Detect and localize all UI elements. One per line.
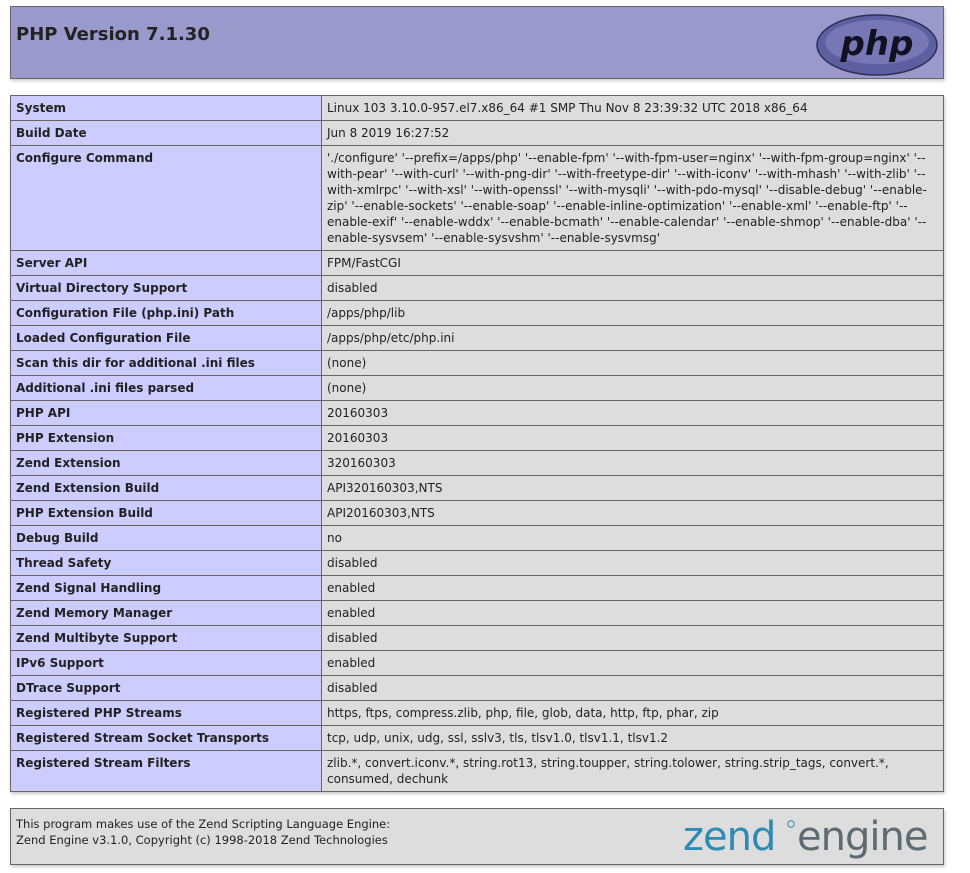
row-label: Registered PHP Streams: [10, 700, 322, 726]
table-row: Registered Stream Socket Transports tcp, …: [10, 725, 944, 751]
row-value: /apps/php/etc/php.ini: [321, 325, 944, 351]
row-value: (none): [321, 375, 944, 401]
row-value: enabled: [321, 600, 944, 626]
row-value: 320160303: [321, 450, 944, 476]
row-label: Build Date: [10, 120, 322, 146]
row-label: Configuration File (php.ini) Path: [10, 300, 322, 326]
row-value: FPM/FastCGI: [321, 250, 944, 276]
info-table: System Linux 103 3.10.0-957.el7.x86_64 #1…: [10, 95, 944, 792]
table-row: Zend Extension Build API320160303,NTS: [10, 475, 944, 501]
page-header: PHP Version 7.1.30 php: [10, 6, 944, 79]
table-row: Configure Command './configure' '--prefix…: [10, 145, 944, 251]
table-row: PHP Extension Build API20160303,NTS: [10, 500, 944, 526]
table-row: PHP API 20160303: [10, 400, 944, 426]
row-value: /apps/php/lib: [321, 300, 944, 326]
row-label: Server API: [10, 250, 322, 276]
table-row: Registered PHP Streams https, ftps, compr…: [10, 700, 944, 726]
php-logo-icon[interactable]: php: [816, 14, 938, 76]
row-value: Linux 103 3.10.0-957.el7.x86_64 #1 SMP T…: [321, 95, 944, 121]
row-label: PHP Extension Build: [10, 500, 322, 526]
row-value: no: [321, 525, 944, 551]
row-label: Registered Stream Filters: [10, 750, 322, 792]
row-value: (none): [321, 350, 944, 376]
table-row: PHP Extension 20160303: [10, 425, 944, 451]
row-value: 20160303: [321, 425, 944, 451]
table-row: Zend Multibyte Support disabled: [10, 625, 944, 651]
table-row: Scan this dir for additional .ini files(…: [10, 350, 944, 376]
row-label: IPv6 Support: [10, 650, 322, 676]
row-label: Zend Memory Manager: [10, 600, 322, 626]
row-label: Debug Build: [10, 525, 322, 551]
row-label: DTrace Support: [10, 675, 322, 701]
table-row: Zend Extension 320160303: [10, 450, 944, 476]
row-value: disabled: [321, 625, 944, 651]
engine-logo-word: engine: [797, 814, 927, 860]
table-row: Registered Stream Filters zlib.*, convert…: [10, 750, 944, 792]
row-label: Virtual Directory Support: [10, 275, 322, 301]
table-row: Additional .ini files parsed (none): [10, 375, 944, 401]
row-value: 20160303: [321, 400, 944, 426]
page-title: PHP Version 7.1.30: [16, 24, 210, 45]
footer-line-2: Zend Engine v3.1.0, Copyright (c) 1998-2…: [16, 833, 388, 847]
footer-text: This program makes use of the Zend Scrip…: [16, 816, 390, 848]
table-row: DTrace Support disabled: [10, 675, 944, 701]
table-row: Zend Memory Manager enabled: [10, 600, 944, 626]
zend-logo-word: zend: [683, 814, 775, 860]
table-row: Virtual Directory Support disabled: [10, 275, 944, 301]
row-value: API20160303,NTS: [321, 500, 944, 526]
row-label: Registered Stream Socket Transports: [10, 725, 322, 751]
row-label: PHP Extension: [10, 425, 322, 451]
phpinfo-page: PHP Version 7.1.30 php System Linux 103 3…: [10, 6, 944, 865]
row-value: disabled: [321, 275, 944, 301]
row-label: Zend Extension Build: [10, 475, 322, 501]
row-label: Thread Safety: [10, 550, 322, 576]
row-label: PHP API: [10, 400, 322, 426]
table-row: Server API FPM/FastCGI: [10, 250, 944, 276]
table-row: Debug Build no: [10, 525, 944, 551]
row-label: Loaded Configuration File: [10, 325, 322, 351]
page-footer: This program makes use of the Zend Scrip…: [10, 808, 944, 865]
row-value: disabled: [321, 550, 944, 576]
zend-engine-logo-icon[interactable]: zend engine: [683, 812, 937, 862]
row-value: https, ftps, compress.zlib, php, file, g…: [321, 700, 944, 726]
row-value: tcp, udp, unix, udg, ssl, sslv3, tls, tl…: [321, 725, 944, 751]
row-value: enabled: [321, 575, 944, 601]
row-label: Scan this dir for additional .ini files: [10, 350, 322, 376]
php-logo-text: php: [840, 24, 914, 64]
row-label: Zend Multibyte Support: [10, 625, 322, 651]
row-value: API320160303,NTS: [321, 475, 944, 501]
row-value: './configure' '--prefix=/apps/php' '--en…: [321, 145, 944, 251]
table-row: Build Date Jun 8 2019 16:27:52: [10, 120, 944, 146]
row-label: Additional .ini files parsed: [10, 375, 322, 401]
row-label: Zend Signal Handling: [10, 575, 322, 601]
table-row: Loaded Configuration File/apps/php/etc/p…: [10, 325, 944, 351]
table-row: Zend Signal Handling enabled: [10, 575, 944, 601]
table-row: IPv6 Support enabled: [10, 650, 944, 676]
row-value: zlib.*, convert.iconv.*, string.rot13, s…: [321, 750, 944, 792]
table-row: System Linux 103 3.10.0-957.el7.x86_64 #1…: [10, 95, 944, 121]
row-value: enabled: [321, 650, 944, 676]
row-label: System: [10, 95, 322, 121]
table-row: Thread Safety disabled: [10, 550, 944, 576]
footer-line-1: This program makes use of the Zend Scrip…: [16, 817, 391, 831]
row-value: disabled: [321, 675, 944, 701]
row-label: Zend Extension: [10, 450, 322, 476]
table-row: Configuration File (php.ini) Path/apps/p…: [10, 300, 944, 326]
row-value: Jun 8 2019 16:27:52: [321, 120, 944, 146]
row-label: Configure Command: [10, 145, 322, 251]
